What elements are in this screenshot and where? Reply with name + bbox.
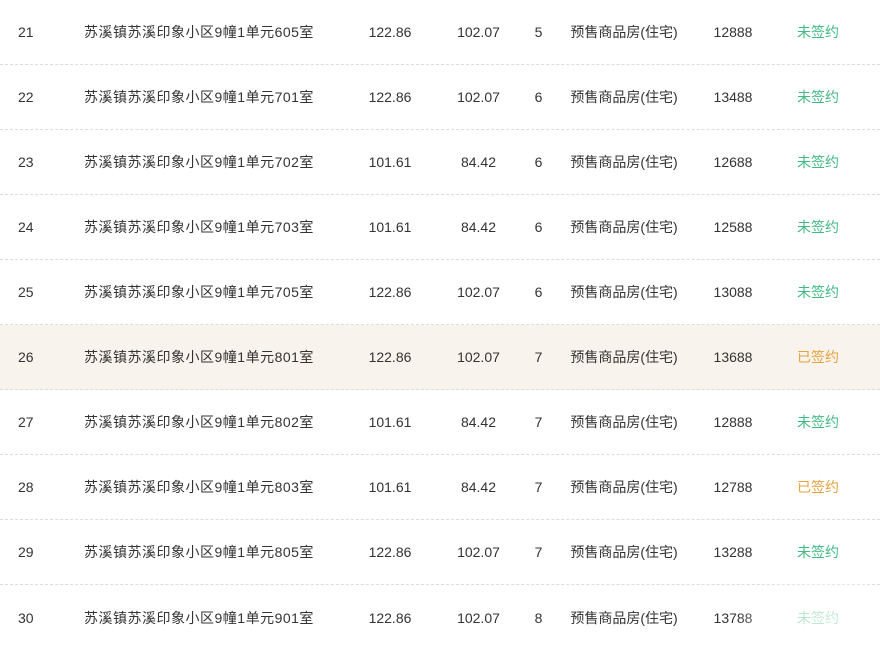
table-row[interactable]: 29 苏溪镇苏溪印象小区9幢1单元805室 122.86 102.07 7 预售… <box>0 520 880 585</box>
unit-price: 13288 <box>713 544 753 560</box>
unit-address: 苏溪镇苏溪印象小区9幢1单元705室 <box>84 284 314 300</box>
unit-address: 苏溪镇苏溪印象小区9幢1单元805室 <box>84 544 314 560</box>
inner-area: 84.42 <box>460 219 497 235</box>
inner-area: 84.42 <box>460 154 497 170</box>
floor-number: 6 <box>534 154 543 170</box>
gross-area: 122.86 <box>368 89 412 105</box>
signing-status: 未签约 <box>797 219 839 235</box>
unit-price: 13788 <box>713 609 753 626</box>
gross-area: 122.86 <box>368 544 412 560</box>
gross-area: 122.86 <box>368 349 412 365</box>
floor-number: 7 <box>534 479 543 495</box>
inner-area: 102.07 <box>457 284 500 300</box>
floor-number: 7 <box>534 544 543 560</box>
row-index: 27 <box>18 414 34 430</box>
row-index: 21 <box>18 24 34 40</box>
unit-address: 苏溪镇苏溪印象小区9幢1单元702室 <box>84 154 314 170</box>
table-row[interactable]: 24 苏溪镇苏溪印象小区9幢1单元703室 101.61 84.42 6 预售商… <box>0 195 880 260</box>
property-type: 预售商品房(住宅) <box>570 24 678 40</box>
unit-price: 12688 <box>713 154 753 170</box>
signing-status: 未签约 <box>797 544 839 560</box>
inner-area: 102.07 <box>457 24 500 40</box>
property-type: 预售商品房(住宅) <box>570 349 678 365</box>
row-index: 22 <box>18 89 34 105</box>
gross-area: 122.86 <box>368 609 412 626</box>
signing-status: 未签约 <box>797 89 839 105</box>
unit-address: 苏溪镇苏溪印象小区9幢1单元605室 <box>84 24 314 40</box>
property-type: 预售商品房(住宅) <box>570 89 678 105</box>
inner-area: 102.07 <box>457 544 500 560</box>
signing-status: 已签约 <box>797 349 839 365</box>
table-row[interactable]: 22 苏溪镇苏溪印象小区9幢1单元701室 122.86 102.07 6 预售… <box>0 65 880 130</box>
signing-status: 未签约 <box>797 24 839 40</box>
gross-area: 101.61 <box>368 219 412 235</box>
inner-area: 102.07 <box>457 609 500 626</box>
floor-number: 7 <box>534 349 543 365</box>
unit-address: 苏溪镇苏溪印象小区9幢1单元802室 <box>84 414 314 430</box>
floor-number: 5 <box>534 24 543 40</box>
row-index: 28 <box>18 479 34 495</box>
property-type: 预售商品房(住宅) <box>570 609 678 626</box>
signing-status: 未签约 <box>797 284 839 300</box>
unit-price: 12888 <box>713 24 753 40</box>
row-index: 25 <box>18 284 34 300</box>
unit-address: 苏溪镇苏溪印象小区9幢1单元901室 <box>84 609 314 626</box>
unit-address: 苏溪镇苏溪印象小区9幢1单元803室 <box>84 479 314 495</box>
gross-area: 101.61 <box>368 414 412 430</box>
unit-price: 12888 <box>713 414 753 430</box>
property-type: 预售商品房(住宅) <box>570 219 678 235</box>
unit-price: 12588 <box>713 219 753 235</box>
floor-number: 8 <box>534 609 543 626</box>
row-index: 26 <box>18 349 34 365</box>
property-type: 预售商品房(住宅) <box>570 154 678 170</box>
table-row[interactable]: 28 苏溪镇苏溪印象小区9幢1单元803室 101.61 84.42 7 预售商… <box>0 455 880 520</box>
signing-status: 未签约 <box>797 609 839 626</box>
floor-number: 6 <box>534 219 543 235</box>
signing-status: 未签约 <box>797 414 839 430</box>
inner-area: 102.07 <box>457 349 500 365</box>
table-row[interactable]: 26 苏溪镇苏溪印象小区9幢1单元801室 122.86 102.07 7 预售… <box>0 325 880 390</box>
property-type: 预售商品房(住宅) <box>570 414 678 430</box>
unit-price: 12788 <box>713 479 753 495</box>
table-row[interactable]: 27 苏溪镇苏溪印象小区9幢1单元802室 101.61 84.42 7 预售商… <box>0 390 880 455</box>
property-type: 预售商品房(住宅) <box>570 544 678 560</box>
gross-area: 101.61 <box>368 154 412 170</box>
inner-area: 84.42 <box>460 414 497 430</box>
floor-number: 6 <box>534 89 543 105</box>
unit-address: 苏溪镇苏溪印象小区9幢1单元701室 <box>84 89 314 105</box>
property-type: 预售商品房(住宅) <box>570 284 678 300</box>
table-row[interactable]: 30 苏溪镇苏溪印象小区9幢1单元901室 122.86 102.07 8 预售… <box>0 585 880 650</box>
unit-price: 13488 <box>713 89 753 105</box>
unit-price: 13688 <box>713 349 753 365</box>
table-row[interactable]: 21 苏溪镇苏溪印象小区9幢1单元605室 122.86 102.07 5 预售… <box>0 0 880 65</box>
signing-status: 已签约 <box>797 479 839 495</box>
inner-area: 84.42 <box>460 479 497 495</box>
signing-status: 未签约 <box>797 154 839 170</box>
unit-address: 苏溪镇苏溪印象小区9幢1单元801室 <box>84 349 314 365</box>
inner-area: 102.07 <box>457 89 500 105</box>
gross-area: 122.86 <box>368 284 412 300</box>
unit-price: 13088 <box>713 284 753 300</box>
gross-area: 122.86 <box>368 24 412 40</box>
table-row[interactable]: 23 苏溪镇苏溪印象小区9幢1单元702室 101.61 84.42 6 预售商… <box>0 130 880 195</box>
row-index: 30 <box>18 609 34 626</box>
property-type: 预售商品房(住宅) <box>570 479 678 495</box>
row-index: 24 <box>18 219 34 235</box>
gross-area: 101.61 <box>368 479 412 495</box>
floor-number: 7 <box>534 414 543 430</box>
row-index: 23 <box>18 154 34 170</box>
unit-address: 苏溪镇苏溪印象小区9幢1单元703室 <box>84 219 314 235</box>
table-row[interactable]: 25 苏溪镇苏溪印象小区9幢1单元705室 122.86 102.07 6 预售… <box>0 260 880 325</box>
floor-number: 6 <box>534 284 543 300</box>
row-index: 29 <box>18 544 34 560</box>
